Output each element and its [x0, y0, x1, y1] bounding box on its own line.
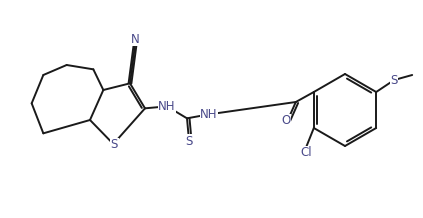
- Text: S: S: [111, 138, 118, 152]
- Text: N: N: [131, 33, 139, 46]
- Text: S: S: [390, 73, 398, 87]
- Text: S: S: [185, 135, 193, 148]
- Text: O: O: [281, 114, 291, 128]
- Text: Cl: Cl: [300, 146, 312, 160]
- Text: NH: NH: [158, 100, 176, 113]
- Text: NH: NH: [200, 108, 218, 121]
